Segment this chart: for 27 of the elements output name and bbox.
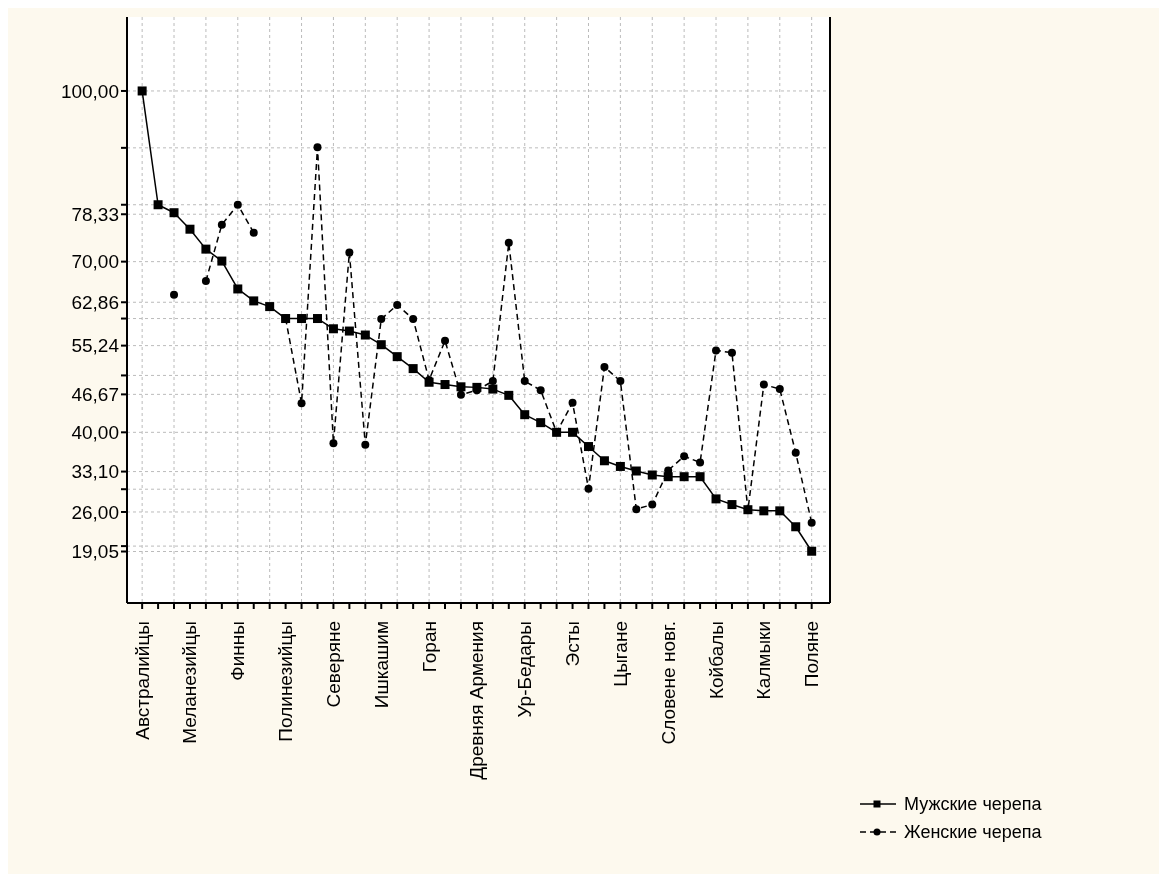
- y-tick-label: 40,00: [71, 422, 119, 444]
- x-tick-label: Полинезийцы: [275, 621, 297, 742]
- x-tick-label: Ишкашим: [370, 621, 392, 709]
- x-tick-label: Цыгане: [609, 621, 631, 687]
- legend-label: Женские черепа: [904, 821, 1042, 844]
- y-tick-label: 62,86: [71, 292, 119, 314]
- x-tick-label: Койбалы: [705, 621, 727, 700]
- y-tick-label: 70,00: [71, 251, 119, 273]
- y-tick-label: 26,00: [71, 501, 119, 523]
- x-tick-label: Калмыки: [753, 621, 775, 700]
- y-tick-label: 46,67: [71, 384, 119, 406]
- x-tick-label: Поляне: [801, 621, 823, 688]
- y-tick-label: 19,05: [71, 541, 119, 563]
- x-tick-label: Ур-Бедары: [514, 621, 536, 718]
- legend-label: Мужские черепа: [904, 793, 1042, 816]
- x-tick-label: Меланезийцы: [179, 621, 201, 744]
- x-tick-label: Северяне: [322, 621, 344, 708]
- x-tick-label: Древняя Армения: [466, 621, 488, 780]
- y-tick-label: 33,10: [71, 461, 119, 483]
- y-tick-label: 78,33: [71, 203, 119, 225]
- x-tick-label: Австралийцы: [131, 621, 153, 740]
- x-tick-label: Горан: [418, 621, 440, 673]
- x-tick-label: Словене новг.: [657, 621, 679, 745]
- x-tick-label: Эсты: [562, 621, 584, 667]
- y-tick-label: 55,24: [71, 335, 120, 357]
- y-tick-label: 100,00: [60, 80, 119, 102]
- x-tick-label: Финны: [227, 621, 249, 681]
